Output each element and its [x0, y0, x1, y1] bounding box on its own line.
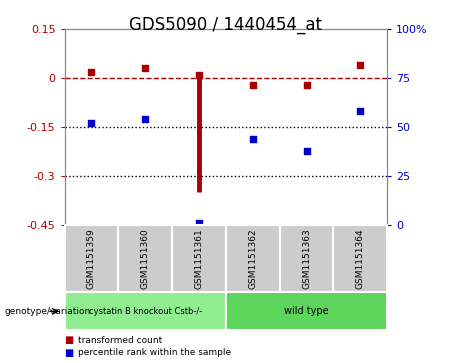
Point	[303, 82, 310, 87]
Text: wild type: wild type	[284, 306, 329, 316]
Point	[88, 69, 95, 74]
Text: GSM1151361: GSM1151361	[195, 228, 203, 289]
Text: ■: ■	[65, 348, 74, 358]
Point	[142, 116, 149, 122]
Point	[195, 72, 203, 78]
Text: GSM1151362: GSM1151362	[248, 228, 257, 289]
Point	[357, 62, 364, 68]
Point	[357, 109, 364, 114]
Text: GDS5090 / 1440454_at: GDS5090 / 1440454_at	[130, 16, 322, 34]
Text: ■: ■	[65, 335, 74, 346]
Text: percentile rank within the sample: percentile rank within the sample	[78, 348, 231, 357]
Text: transformed count: transformed count	[78, 336, 163, 345]
Point	[249, 82, 256, 87]
Point	[88, 120, 95, 126]
Point	[249, 136, 256, 142]
Point	[142, 65, 149, 71]
Text: GSM1151359: GSM1151359	[87, 228, 96, 289]
Text: genotype/variation: genotype/variation	[5, 307, 91, 316]
Point	[195, 220, 203, 226]
Text: cystatin B knockout Cstb-/-: cystatin B knockout Cstb-/-	[89, 307, 202, 316]
Point	[303, 148, 310, 154]
Text: GSM1151360: GSM1151360	[141, 228, 150, 289]
Text: GSM1151363: GSM1151363	[302, 228, 311, 289]
Text: GSM1151364: GSM1151364	[356, 228, 365, 289]
